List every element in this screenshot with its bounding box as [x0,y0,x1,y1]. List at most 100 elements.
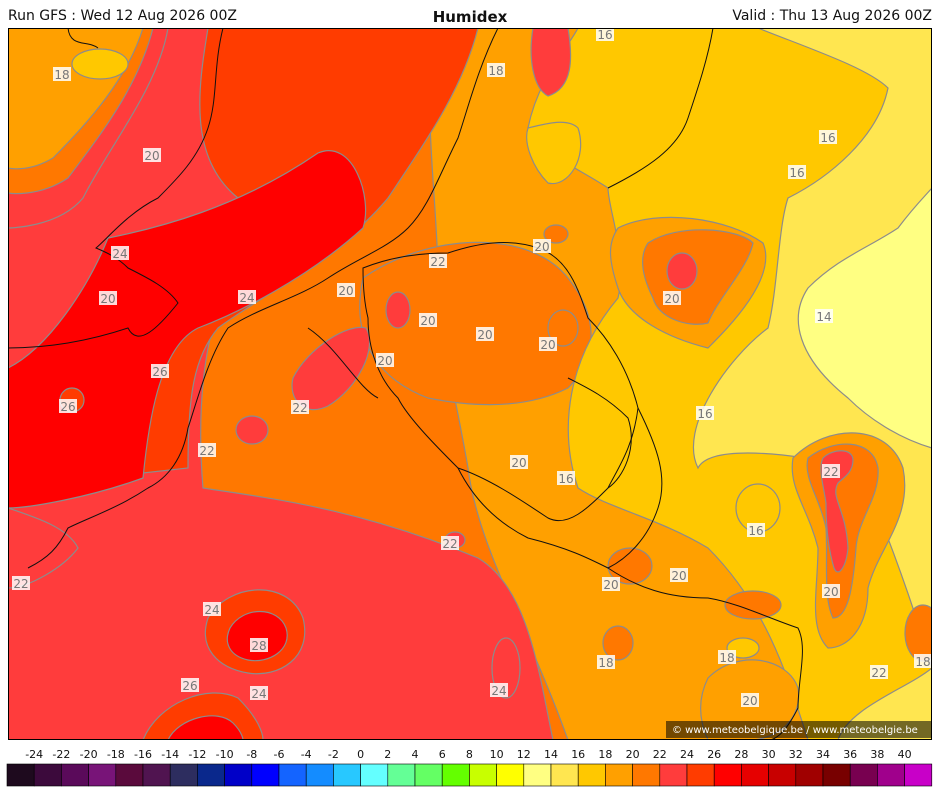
svg-text:22: 22 [871,666,886,680]
legend-tick-label: -4 [301,748,312,761]
legend-tick-label: -18 [107,748,125,761]
legend-swatch [496,763,525,787]
contour-label: 22 [870,665,888,680]
cell-22-24-north [530,28,572,97]
svg-text:16: 16 [697,407,712,421]
svg-text:20: 20 [144,149,159,163]
contour-label: 22 [441,536,459,551]
contour-label: 20 [476,327,494,342]
legend-swatch [822,763,851,787]
legend-tick-label: 4 [412,748,419,761]
svg-text:24: 24 [491,684,506,698]
svg-text:20: 20 [742,694,757,708]
svg-text:20: 20 [338,284,353,298]
contour-label: 20 [533,239,551,254]
svg-text:18: 18 [719,651,734,665]
cell-18-nw [71,48,129,80]
legend-tick-label: -8 [246,748,257,761]
contour-label: 26 [181,678,199,693]
svg-text:18: 18 [488,64,503,78]
legend-swatch [278,763,307,787]
legend-tick-label: 14 [544,748,558,761]
legend-tick-label: 24 [680,748,694,761]
credit-bg [666,721,932,738]
contour-label: 20 [419,313,437,328]
contour-label: 16 [696,406,714,421]
legend-tick-label: -6 [274,748,285,761]
contour-labels: 18 20 24 20 24 26 26 22 22 22 24 28 26 24 22 20 20 20 20 20… [12,28,932,708]
legend-swatch [387,763,416,787]
svg-text:22: 22 [823,465,838,479]
contour-label: 20 [602,577,620,592]
legend-tick-label: 36 [843,748,857,761]
svg-text:20: 20 [377,354,392,368]
legend-tick-label: 0 [357,748,364,761]
contour-label: 20 [670,568,688,583]
svg-text:24: 24 [204,603,219,617]
legend-swatch [713,763,742,787]
borders [8,28,803,740]
contour-label: 24 [490,683,508,698]
legend-swatch [6,763,35,787]
legend-tick-label: -14 [161,748,179,761]
legend-tick-label: -24 [25,748,43,761]
legend-tick-label: 40 [898,748,912,761]
contour-label: 16 [596,28,614,42]
legend-swatch [142,763,171,787]
map-frame [8,28,932,740]
legend-tick-label: 6 [439,748,446,761]
svg-text:16: 16 [748,524,763,538]
cell-26-28-south [167,715,244,740]
svg-text:20: 20 [664,292,679,306]
legend-tick-label: -20 [80,748,98,761]
svg-text:20: 20 [511,456,526,470]
cell-16-18-north [526,121,582,185]
svg-text:22: 22 [13,577,28,591]
svg-text:20: 20 [477,328,492,342]
svg-text:20: 20 [534,240,549,254]
contour-label: 14 [815,309,833,324]
legend-tick-label: -10 [216,748,234,761]
legend-swatch [659,763,688,787]
color-legend: -24 -22 -20 -18 -16 -14 -12 -10 -8 -6 -4 -2 0 2 4 6 8 10 1… [6,748,933,787]
svg-text:20: 20 [100,292,115,306]
coastline-france [27,28,499,569]
legend-swatch [224,763,253,787]
map-title: Humidex [432,8,508,26]
credit-text: © www.meteobelgique.be / www.meteobelgie… [672,725,918,736]
cell-20-22-se3 [602,625,634,661]
contour-label: 20 [337,283,355,298]
contour-label: 20 [539,337,557,352]
legend-swatch [61,763,89,787]
legend-tick-label: 22 [653,748,667,761]
svg-text:20: 20 [540,338,555,352]
contour-label: 26 [59,399,77,414]
svg-text:28: 28 [251,639,266,653]
contour-label: 22 [822,464,840,479]
border-be [362,242,639,522]
legend-tick-label: 18 [598,748,612,761]
legend-tick-label: -22 [52,748,70,761]
legend-swatch [577,763,606,787]
contour-label: 24 [111,246,129,261]
contour-label: 24 [203,602,221,617]
legend-tick-label: 8 [466,748,473,761]
svg-text:20: 20 [603,578,618,592]
legend-tick-label: 28 [734,748,748,761]
svg-text:26: 26 [60,400,75,414]
legend-swatch [33,763,62,787]
contour-label: 22 [429,254,447,269]
contour-label: 18 [53,67,71,82]
legend-swatch [414,763,443,787]
legend-swatch [360,763,389,787]
coastline-uk [8,28,224,349]
contour-label: 18 [914,654,932,669]
contour-label: 20 [99,291,117,306]
legend-tick-label: 38 [870,748,884,761]
svg-text:16: 16 [789,166,804,180]
cell-22-24-be [385,291,411,329]
run-info: Run GFS : Wed 12 Aug 2026 00Z [8,8,237,24]
legend-tick-label: 20 [626,748,640,761]
valid-time: Valid : Thu 13 Aug 2026 00Z [732,8,932,24]
svg-text:14: 14 [816,310,831,324]
